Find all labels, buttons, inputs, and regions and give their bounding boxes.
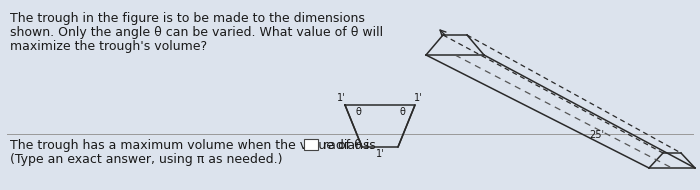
Bar xyxy=(304,139,318,150)
Text: 1': 1' xyxy=(414,93,423,103)
Text: The trough has a maximum volume when the value of θ is: The trough has a maximum volume when the… xyxy=(10,139,379,152)
Text: 1': 1' xyxy=(337,93,346,103)
Text: 1': 1' xyxy=(376,149,384,159)
Text: θ: θ xyxy=(399,107,405,117)
Text: maximize the trough's volume?: maximize the trough's volume? xyxy=(10,40,207,53)
Text: 25': 25' xyxy=(589,130,605,140)
Text: θ: θ xyxy=(355,107,361,117)
Text: The trough in the figure is to be made to the dimensions: The trough in the figure is to be made t… xyxy=(10,12,365,25)
Text: shown. Only the angle θ can be varied. What value of θ will: shown. Only the angle θ can be varied. W… xyxy=(10,26,383,39)
Text: (Type an exact answer, using π as needed.): (Type an exact answer, using π as needed… xyxy=(10,153,283,166)
Text: radians.: radians. xyxy=(319,139,374,152)
